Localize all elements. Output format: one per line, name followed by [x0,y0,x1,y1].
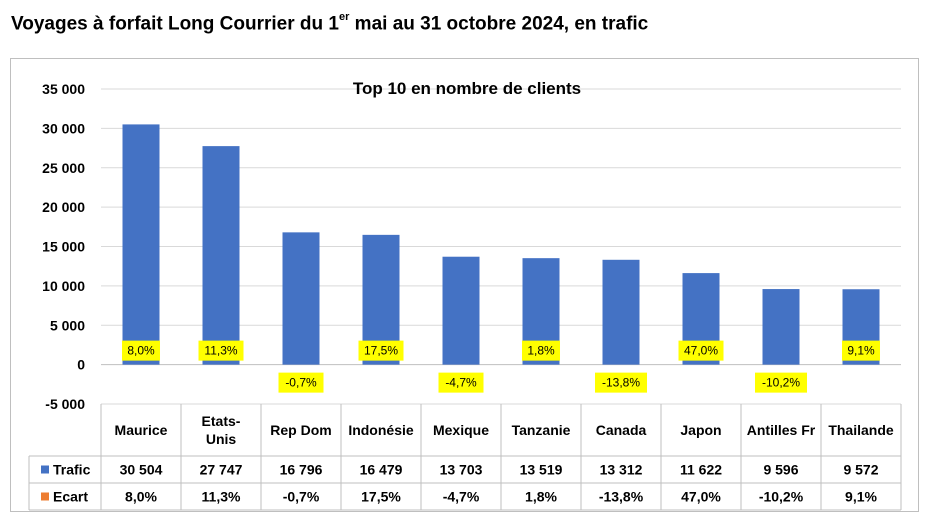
category-label: Maurice [115,422,168,438]
y-tick-label: 15 000 [42,239,85,255]
data-label-text: 8,0% [127,344,155,358]
data-label-text: 17,5% [364,344,398,358]
table-cell: 13 519 [520,462,563,478]
data-label: 8,0% [122,340,160,361]
data-label-box [678,340,724,361]
bars [122,124,880,365]
y-tick-label: 35 000 [42,81,85,97]
category-label: Tanzanie [512,422,571,438]
y-tick-label: -5 000 [45,396,85,412]
table-cell: -13,8% [599,489,644,505]
data-label-text: 9,1% [847,344,875,358]
y-tick-label: 0 [77,357,85,373]
data-label: 11,3% [198,340,244,361]
data-label: 1,8% [522,340,560,361]
table-cell: 17,5% [361,489,401,505]
bar-mexique [442,256,480,365]
table-cell: 27 747 [200,462,243,478]
data-label-box [522,340,560,361]
table-cell: -10,2% [759,489,804,505]
data-label-box [438,372,484,393]
table-cell: 16 796 [280,462,323,478]
data-label-box [278,372,324,393]
bar-antilles-fr [762,289,800,365]
category-label: Unis [206,431,237,447]
data-label: -13,8% [595,372,647,393]
table-cell: 11 622 [680,462,722,478]
table-cell: 16 479 [360,462,403,478]
category-label: Rep Dom [270,422,331,438]
bar-etats-unis [202,146,240,365]
data-label-box [595,372,647,393]
data-label-text: 11,3% [204,344,237,358]
data-label-box [198,340,244,361]
page-title: Voyages à forfait Long Courrier du 1er m… [11,11,649,35]
table-cell: 13 703 [440,462,483,478]
y-tick-label: 25 000 [42,160,85,176]
chart-svg: 8,0% 11,3% -0,7% 17,5% -4,7% 1,8% -13,8% 47,0% -… [28,79,902,511]
y-tick-label: 30 000 [42,120,85,136]
data-label: 9,1% [842,340,880,361]
bar-rep-dom [282,232,320,365]
table-cell: 30 504 [120,462,163,478]
category-label: Thailande [828,422,894,438]
data-label-text: -0,7% [285,376,317,390]
data-label-text: -13,8% [602,376,640,390]
data-label-box [842,340,880,361]
category-label: Etats- [202,413,241,429]
data-label-text: 1,8% [527,344,555,358]
category-label: Mexique [433,422,489,438]
data-label-box [122,340,160,361]
data-label-text: -4,7% [445,376,477,390]
legend-label: Ecart [53,489,88,505]
legend-swatch [41,465,49,474]
legend-swatch [41,492,49,501]
category-label: Japon [680,422,721,438]
bar-canada [602,259,640,365]
table-cell: 8,0% [125,489,157,505]
data-label-text: 47,0% [684,344,718,358]
data-label: -0,7% [278,372,324,393]
table-cell: 9 572 [843,462,878,478]
table-cell: -0,7% [283,489,320,505]
y-axis: -5 000 0 5 000 10 000 15 000 20 000 25 000 30 0… [42,81,85,412]
y-tick-label: 10 000 [42,278,85,294]
data-label-box [358,340,404,361]
category-label: Canada [596,422,647,438]
data-label: -10,2% [755,372,807,393]
y-tick-label: 20 000 [42,199,85,215]
table-cell: -4,7% [443,489,480,505]
table-cell: 1,8% [525,489,557,505]
data-label: 47,0% [678,340,724,361]
table-cell: 9,1% [845,489,877,505]
chart-title: Top 10 en nombre de clients [353,79,581,98]
table-cell: 9 596 [763,462,798,478]
table-cell: 47,0% [681,489,721,505]
data-labels: 8,0% 11,3% -0,7% 17,5% -4,7% 1,8% -13,8% 47,0% -… [122,340,880,393]
data-label-box [755,372,807,393]
data-table: Maurice Etats- Unis Rep Dom Indonésie Mexique… [28,404,902,511]
category-label: Antilles Fr [747,422,816,438]
y-tick-label: 5 000 [50,317,85,333]
table-cell: 13 312 [600,462,643,478]
table-cell: 11,3% [202,489,241,505]
category-label: Indonésie [348,422,414,438]
data-label: -4,7% [438,372,484,393]
chart-area: 8,0% 11,3% -0,7% 17,5% -4,7% 1,8% -13,8% 47,0% -… [10,58,919,512]
data-label: 17,5% [358,340,404,361]
legend-label: Trafic [53,462,91,478]
bar-maurice [122,124,160,365]
data-label-text: -10,2% [762,376,800,390]
